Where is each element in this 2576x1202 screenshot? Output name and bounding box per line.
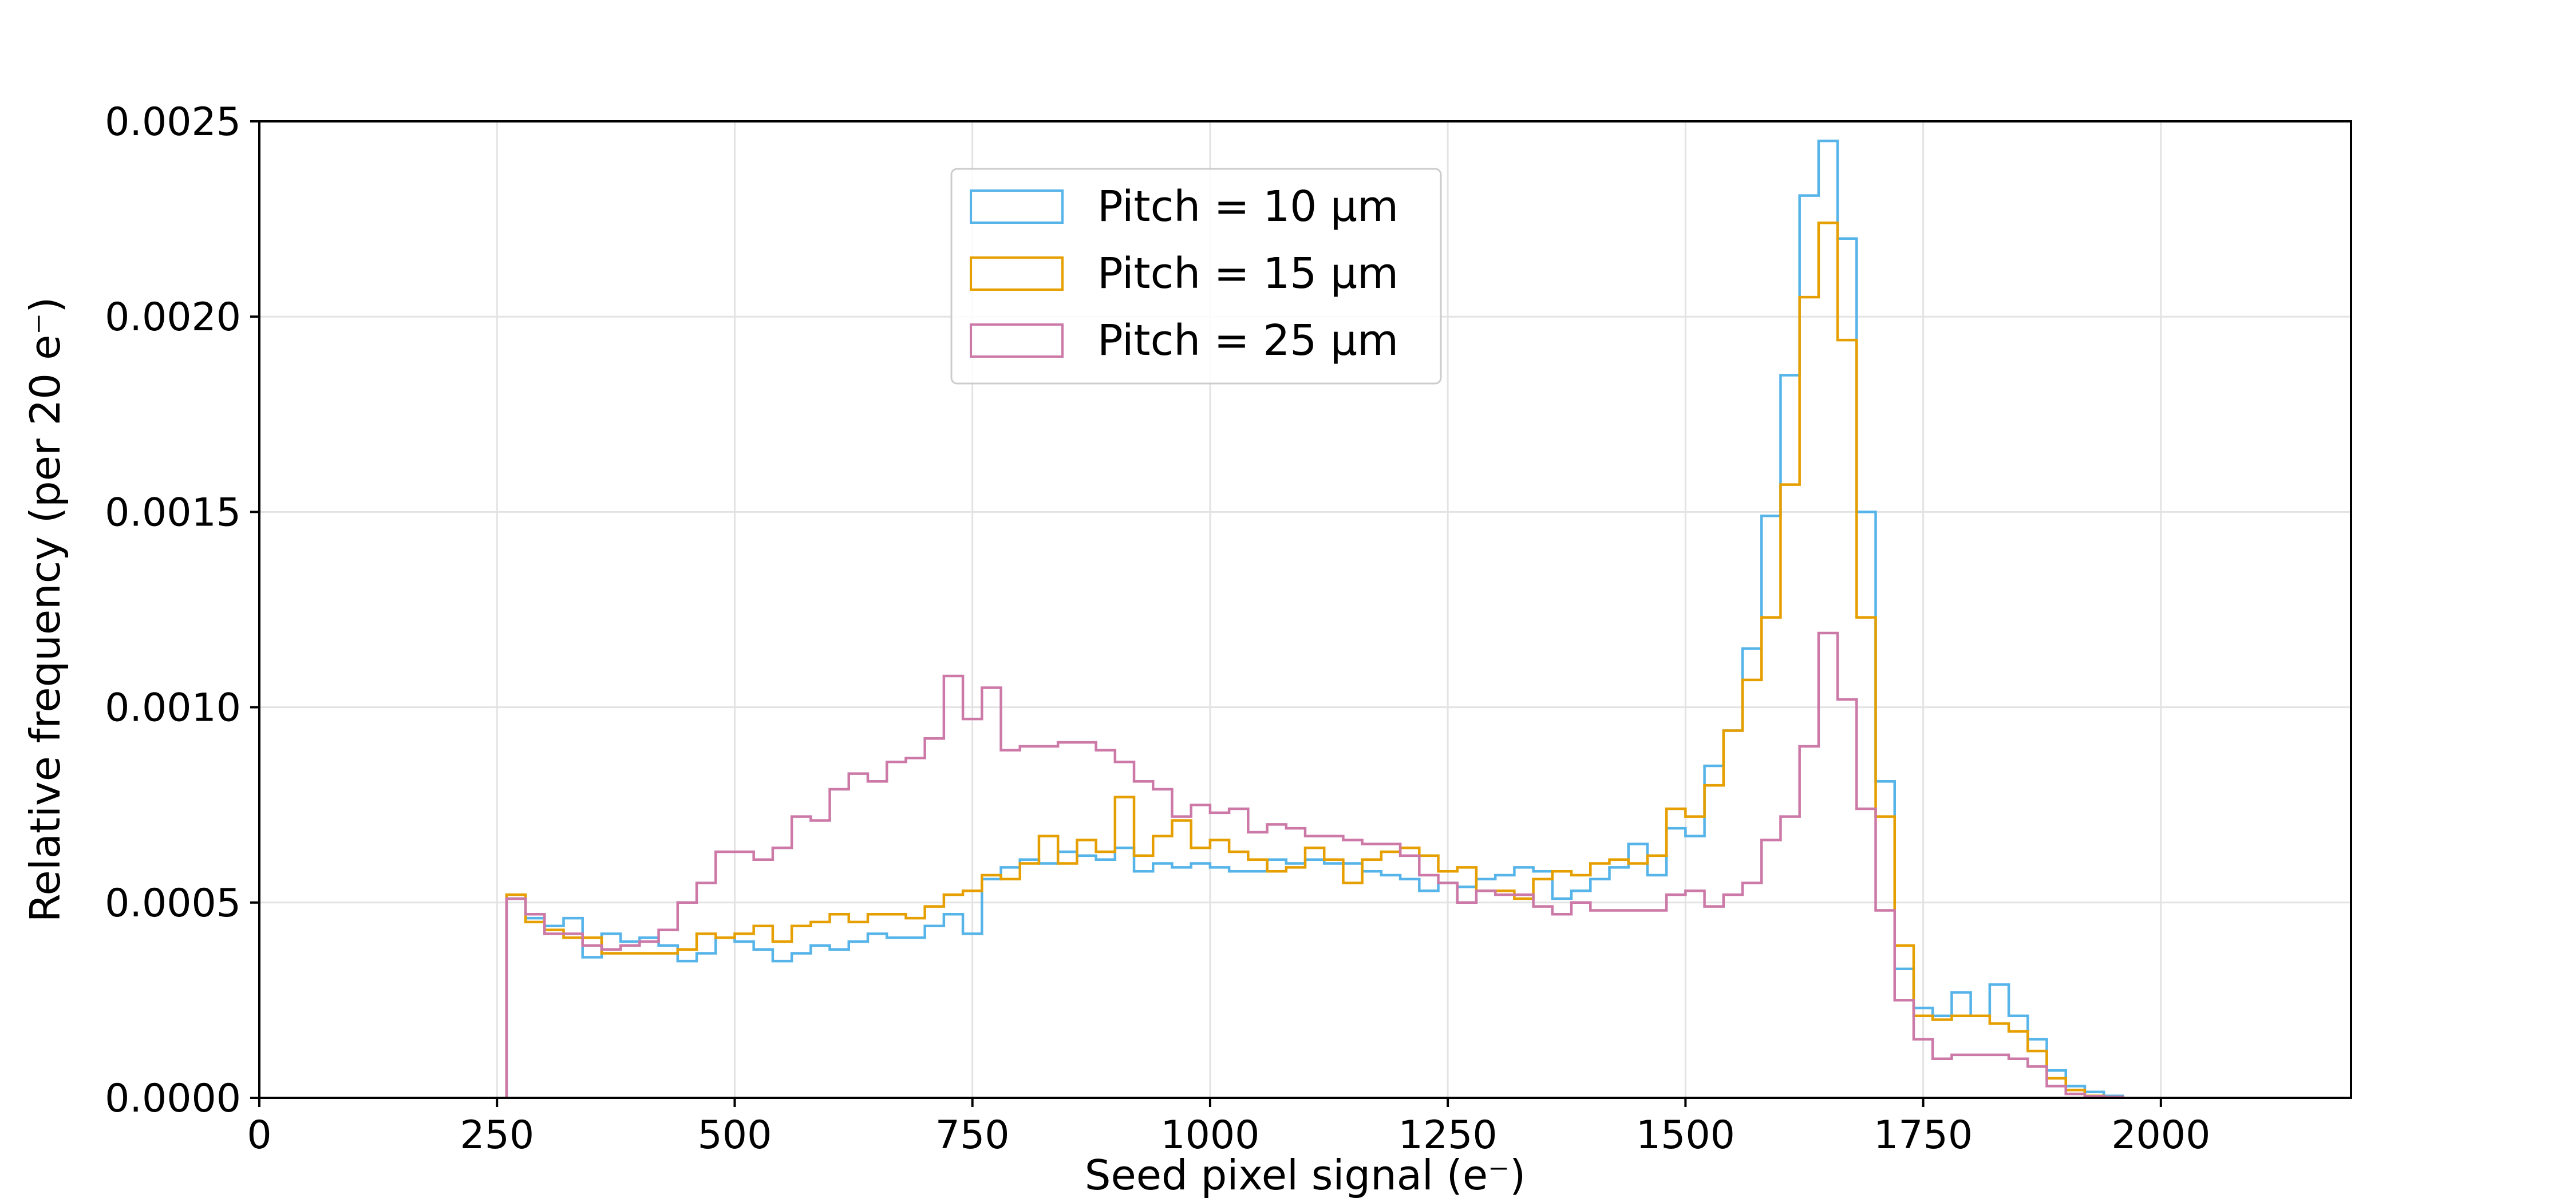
x-tick-label: 2000 [2111,1113,2210,1158]
series-3-histogram [505,631,2124,1098]
legend-label: Pitch = 15 μm [1097,249,1398,298]
x-tick-label: 1750 [1874,1113,1973,1158]
legend-swatch [970,323,1064,358]
x-tick-label: 1000 [1160,1113,1259,1158]
x-tick-label: 0 [247,1113,271,1158]
legend-swatch [970,189,1064,224]
y-axis-label: Relative frequency (per 20 e⁻) [21,297,69,923]
y-tick-label: 0.0010 [105,686,241,731]
legend-swatch [970,256,1064,291]
x-tick-label: 250 [460,1113,534,1158]
legend-label: Pitch = 10 μm [1097,182,1398,231]
x-axis-label: Seed pixel signal (e⁻) [1085,1151,1526,1199]
x-tick-label: 500 [698,1113,772,1158]
axis-ticks: 0 250 500 750 1000 1250 1500 1750 2000 0.0000 0.00… [105,100,2210,1158]
y-tick-label: 0.0000 [105,1076,241,1121]
legend-label: Pitch = 25 μm [1097,316,1398,365]
legend: Pitch = 10 μm Pitch = 15 μm Pitch = 25 μm [950,168,1442,385]
plot-frame [258,120,2352,1099]
y-tick-label: 0.0025 [105,100,241,145]
legend-box [950,168,1442,385]
y-tick-label: 0.0015 [105,490,241,535]
y-tick-label: 0.0005 [105,881,241,926]
x-tick-label: 1250 [1398,1113,1498,1158]
y-tick-label: 0.0020 [105,295,241,340]
x-tick-label: 750 [935,1113,1010,1158]
series-2-histogram [505,222,2124,1098]
series-layer [505,139,2124,1098]
x-tick-label: 1500 [1636,1113,1735,1158]
